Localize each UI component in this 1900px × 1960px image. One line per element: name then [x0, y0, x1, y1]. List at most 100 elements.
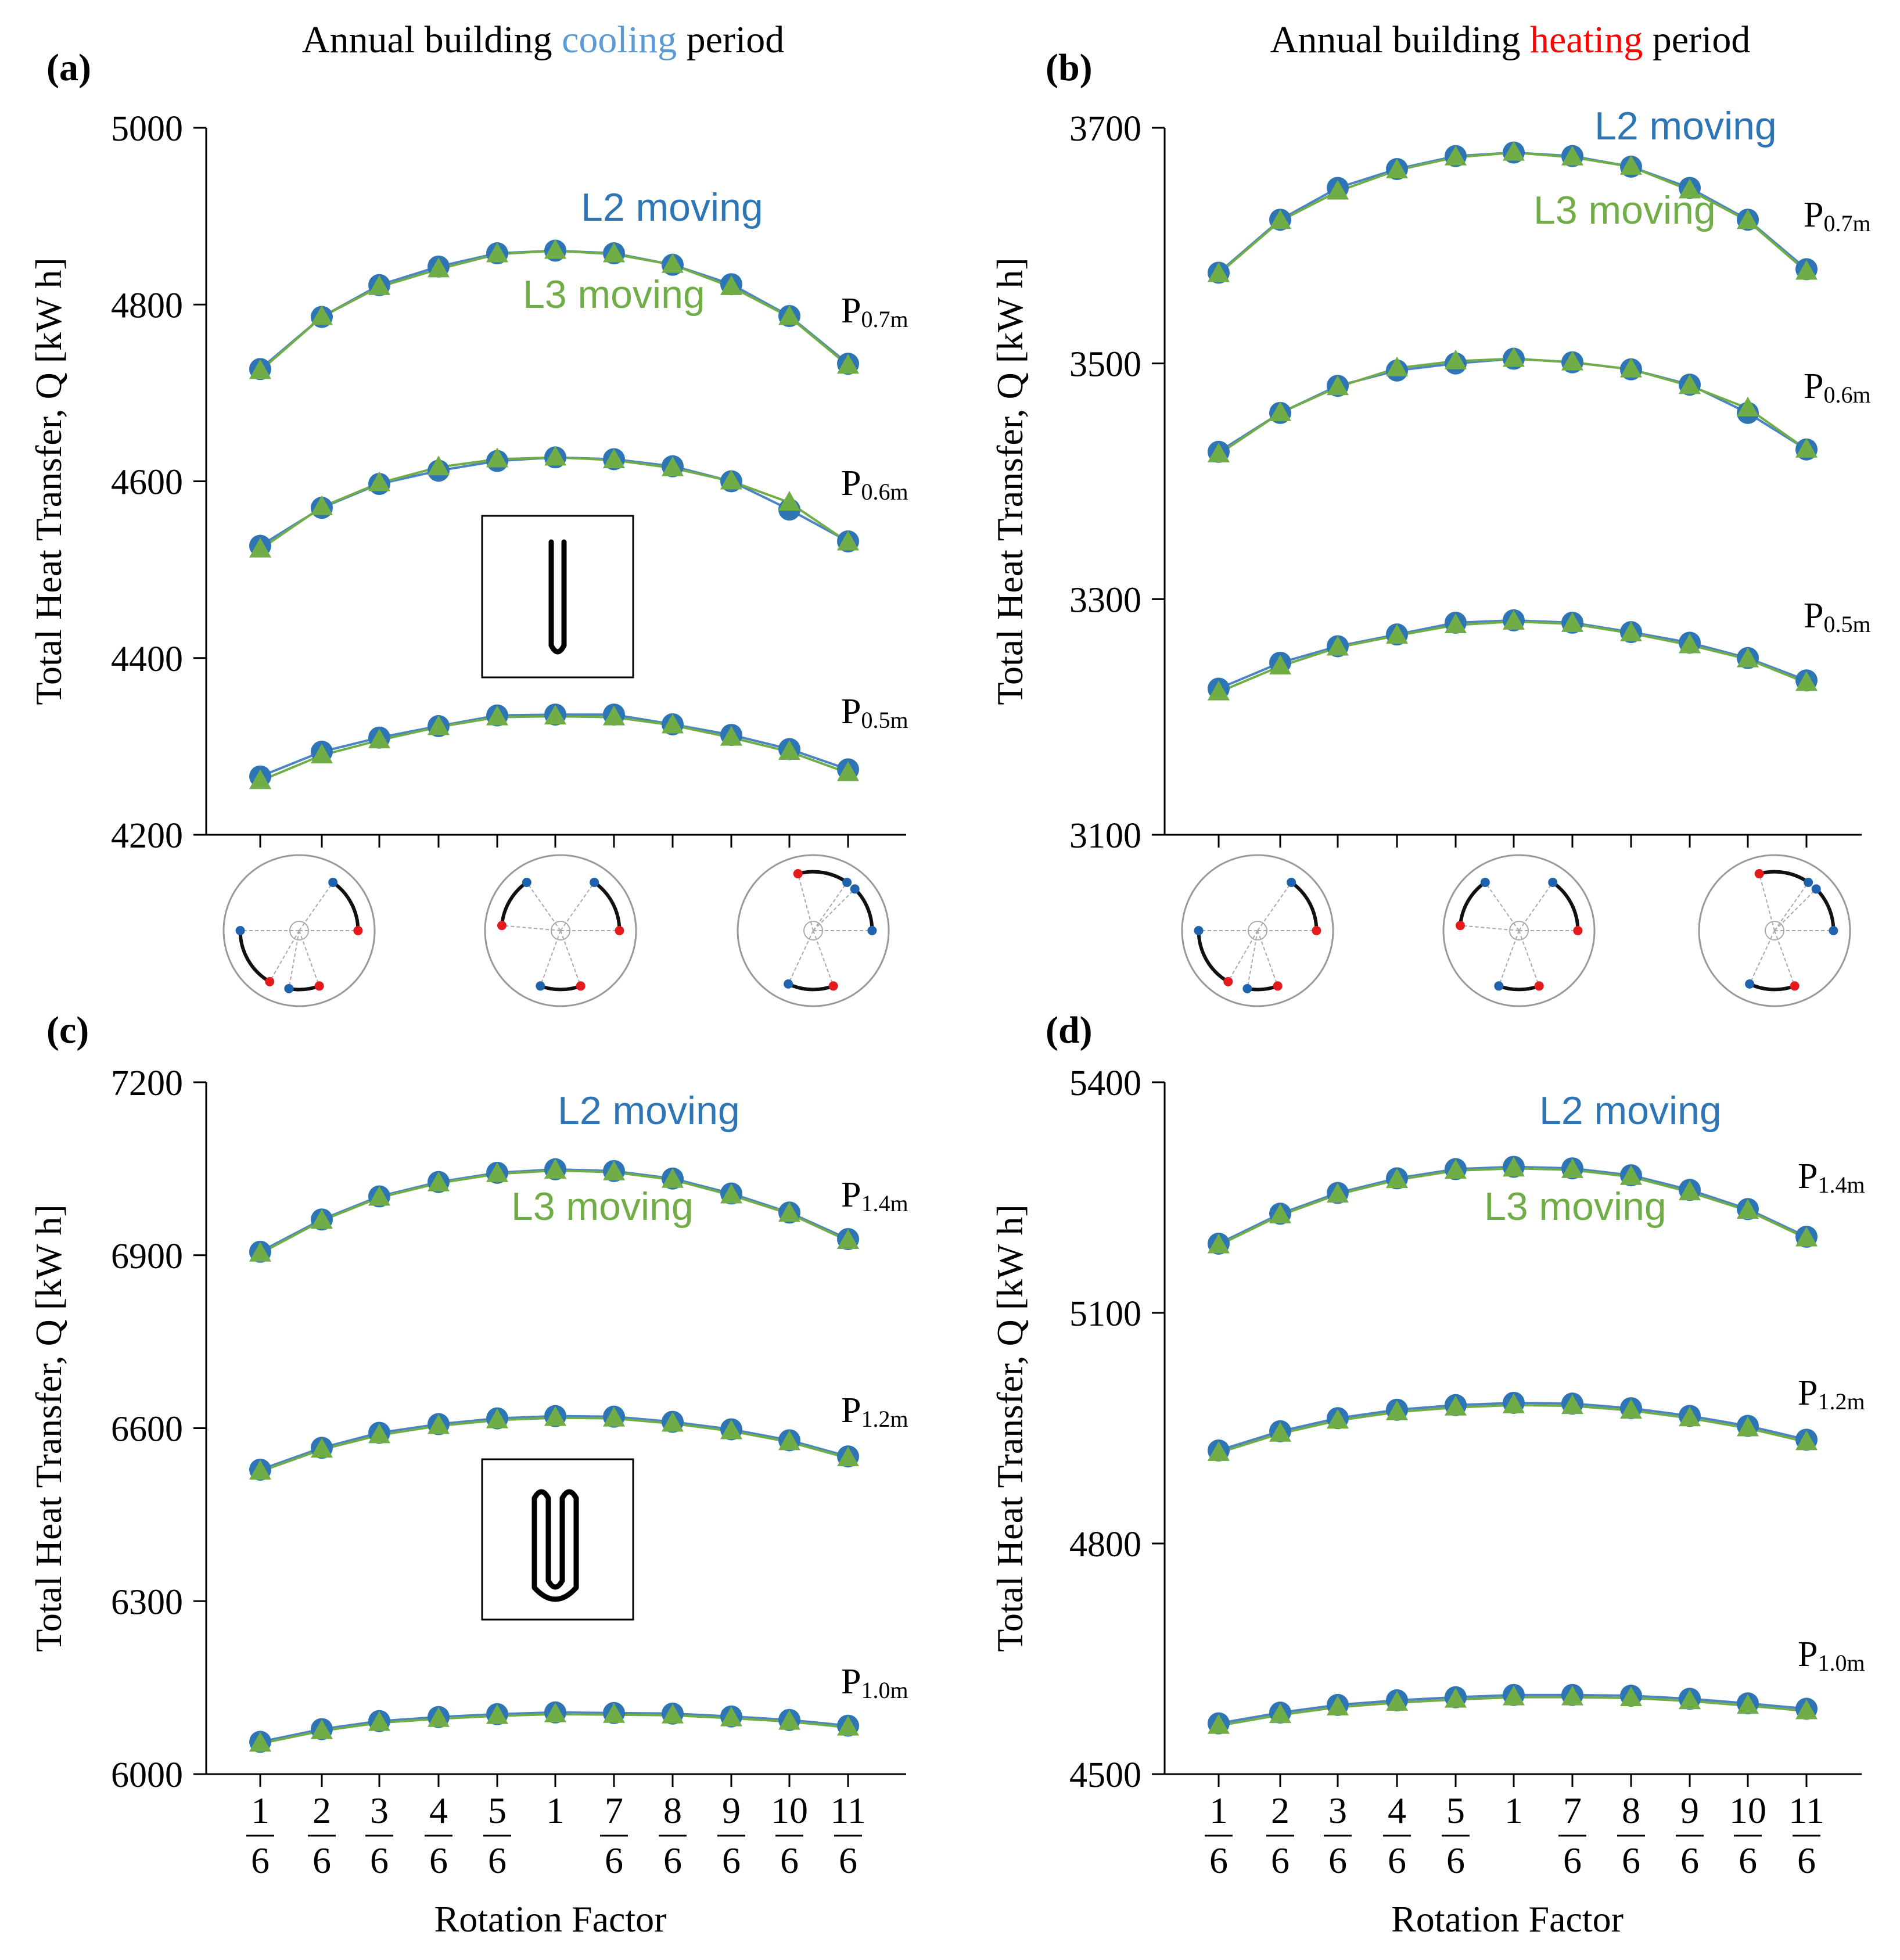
pipe-arc [1459, 881, 1486, 926]
data-point-l3 [1620, 1165, 1642, 1185]
data-point-l3 [1561, 350, 1583, 371]
data-point-l3 [1620, 1399, 1642, 1419]
pressure-label-main: P [1798, 1373, 1818, 1413]
annotation-l2-moving: L2 moving [1594, 104, 1777, 148]
data-point-l3 [1795, 1430, 1818, 1451]
data-point-l3 [1561, 612, 1583, 632]
title-highlight: heating [1530, 19, 1643, 61]
data-point-l3 [720, 1419, 742, 1440]
x-tick-numerator: 4 [429, 1790, 448, 1831]
data-point-l3 [368, 1186, 390, 1206]
data-point-l3 [1445, 1159, 1467, 1179]
series-group-1.4m: P1.4m [249, 1158, 908, 1263]
data-point-l3 [1327, 1409, 1349, 1429]
data-point-l3 [1269, 209, 1291, 229]
panel-a-title: Annual building cooling period [302, 19, 784, 61]
data-point-l3 [1386, 1168, 1408, 1189]
series-group-1.0m: P1.0m [249, 1662, 908, 1753]
data-point-l3 [1327, 1183, 1349, 1203]
data-point-l3 [603, 242, 625, 263]
chart-panel-d: 4500 4800 5100 5400 Total Heat Transfer, Q [… [989, 1009, 1865, 1940]
pipe-end-marker [1804, 877, 1813, 887]
data-point-l3 [1503, 1157, 1525, 1177]
radial-guide [813, 888, 856, 931]
rotation-diagram-4 [1181, 854, 1334, 1007]
data-point-l3 [837, 761, 859, 781]
x-tick-numerator: 4 [1388, 1790, 1406, 1831]
pressure-label-sub: 1.4m [861, 1190, 908, 1216]
annotation-l3-moving: L3 moving [1533, 188, 1716, 232]
y-tick-label: 6000 [111, 1756, 183, 1795]
x-tick-numerator: 10 [1729, 1790, 1766, 1831]
pressure-label-sub: 0.6m [861, 479, 908, 505]
pipe-end-marker [1829, 926, 1838, 935]
x-tick-numerator: 3 [370, 1790, 389, 1831]
pipe-end-marker [497, 921, 507, 931]
data-point-l3 [311, 1209, 333, 1229]
series-line-l3 [1218, 620, 1807, 694]
pressure-label-main: P [841, 692, 861, 731]
pipe-end-marker [1534, 981, 1544, 991]
double-u-tube-return [532, 1585, 579, 1602]
pipe-end-marker [235, 926, 245, 935]
data-point-l3 [544, 705, 566, 725]
pressure-label-sub: 1.2m [861, 1406, 908, 1432]
x-tick-denominator: 6 [1271, 1840, 1290, 1881]
data-point-l3 [1445, 613, 1467, 633]
pipe-end-marker [1573, 926, 1583, 935]
pressure-label-main: P [841, 291, 861, 331]
y-axis-label: Total Heat Transfer, Q [kW h] [28, 257, 69, 705]
pipe-end-marker [1455, 921, 1465, 931]
data-point-l3 [249, 1732, 271, 1752]
pipe-end-marker [1194, 926, 1204, 935]
radial-guide [1774, 930, 1795, 986]
radial-guide [501, 925, 561, 931]
pressure-label: P0.6m [841, 464, 908, 505]
panel-letter: (a) [46, 46, 91, 89]
data-point-l3 [1208, 680, 1230, 701]
pipe-end-marker [1790, 981, 1800, 991]
y-tick-label: 3700 [1069, 109, 1141, 149]
x-tick-numerator: 9 [722, 1790, 741, 1831]
series-group-0.7m: P0.7m [1208, 141, 1871, 284]
data-point-l3 [1269, 401, 1291, 421]
pressure-label-sub: 0.5m [1823, 611, 1870, 637]
data-point-l3 [544, 1406, 566, 1426]
series-group-0.5m: P0.5m [249, 692, 908, 789]
double-u-tube-icon [481, 1458, 634, 1621]
x-tick-numerator: 2 [1271, 1790, 1290, 1831]
pipe-end-marker [1811, 884, 1821, 894]
pipe-end-marker [793, 869, 803, 879]
data-point-l3 [662, 1168, 684, 1188]
x-tick-denominator: 6 [251, 1840, 270, 1881]
data-point-l3 [837, 1446, 859, 1467]
pipe-end-marker [1312, 926, 1321, 935]
data-point-l3 [1795, 1226, 1818, 1247]
pressure-label-main: P [1804, 195, 1823, 235]
data-point-l3 [486, 1162, 508, 1182]
radial-guide [1758, 873, 1775, 931]
data-point-l3 [311, 744, 333, 764]
data-point-l3 [1386, 1400, 1408, 1420]
data-point-l3 [368, 728, 390, 749]
pressure-label: P1.2m [1798, 1373, 1865, 1415]
pressure-label-sub: 1.4m [1818, 1172, 1865, 1198]
x-tick-numerator: 8 [1622, 1790, 1640, 1831]
pipe-arc [593, 881, 622, 931]
y-tick-label: 4800 [111, 286, 183, 325]
x-tick-numerator: 5 [1446, 1790, 1465, 1831]
pipe-end-marker [522, 877, 531, 887]
data-point-l3 [1561, 145, 1583, 166]
pressure-label: P1.4m [841, 1175, 908, 1216]
x-tick-numerator: 7 [605, 1790, 623, 1831]
pressure-label-main: P [1798, 1635, 1818, 1674]
series-line-l3 [260, 715, 849, 782]
data-point-l3 [720, 1706, 742, 1726]
panel-letter: (d) [1046, 1009, 1093, 1051]
data-point-l3 [1503, 1393, 1525, 1413]
data-point-l3 [778, 1202, 800, 1222]
data-point-l3 [1208, 1441, 1230, 1461]
pipe-end-marker [850, 884, 860, 894]
y-tick-label: 4600 [111, 463, 183, 502]
radial-guide [299, 882, 333, 931]
